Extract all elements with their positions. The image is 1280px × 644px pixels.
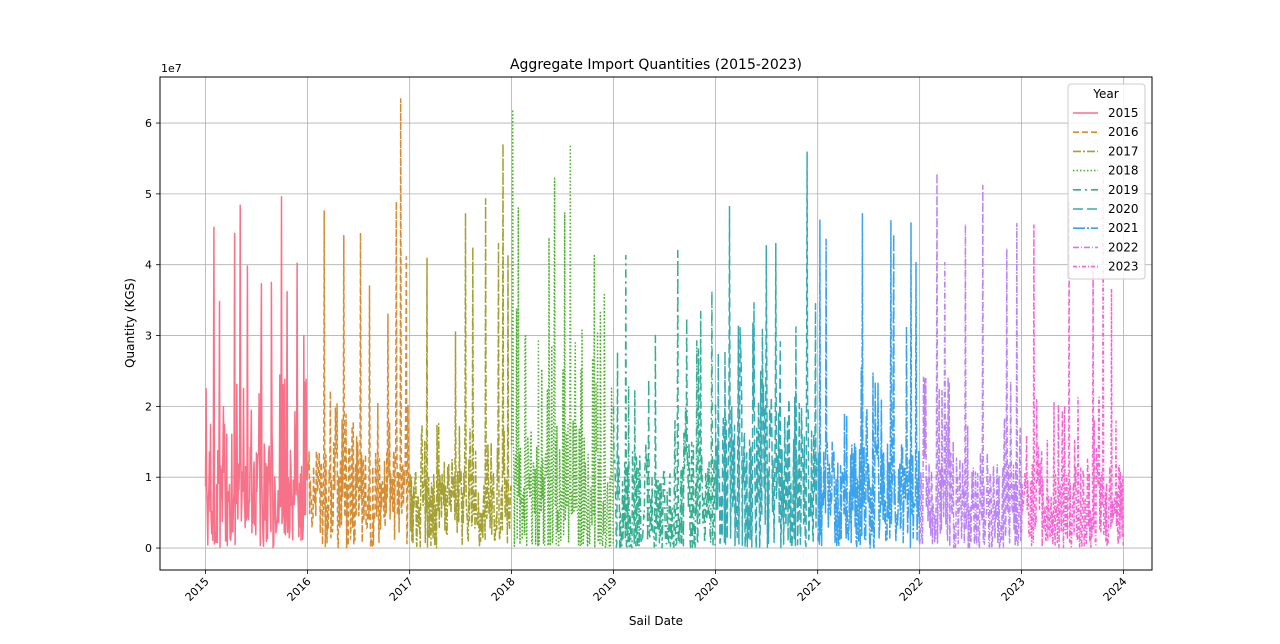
legend-label-2015: 2015 <box>1108 106 1139 120</box>
x-tick-label: 2016 <box>285 575 314 604</box>
y-axis-offset-label: 1e7 <box>161 62 182 75</box>
x-axis-label: Sail Date <box>629 614 683 628</box>
series-line-2021 <box>816 212 921 549</box>
x-tick-label: 2018 <box>489 575 518 604</box>
y-tick-label: 0 <box>145 542 152 555</box>
y-tick-label: 2 <box>145 400 152 413</box>
legend-items: 2015 2016 2017 2018 2019 2020 2021 2022 2023 <box>1073 106 1139 274</box>
legend-label-2019: 2019 <box>1108 183 1139 197</box>
series-line-2015 <box>204 195 308 549</box>
y-tick-label: 4 <box>145 259 152 272</box>
y-tick-label: 6 <box>145 117 152 130</box>
series-line-2016 <box>306 98 410 549</box>
x-axis: 2015 2016 2017 2018 2019 2020 2021 2022 2023 2024 <box>183 570 1130 604</box>
legend-label-2021: 2021 <box>1108 221 1139 235</box>
legend-label-2022: 2022 <box>1108 240 1139 254</box>
x-tick-label: 2022 <box>897 575 926 604</box>
series-line-2018 <box>510 108 615 549</box>
legend-label-2016: 2016 <box>1108 125 1139 139</box>
x-tick-label: 2017 <box>387 575 416 604</box>
y-tick-label: 5 <box>145 188 152 201</box>
x-tick-label: 2015 <box>183 575 212 604</box>
series-line-2020 <box>714 151 818 549</box>
legend-title: Year <box>1092 87 1118 101</box>
series-line-2022 <box>918 172 1023 549</box>
series-line-2017 <box>408 142 513 549</box>
series-line-2023 <box>1020 171 1124 549</box>
y-tick-label: 3 <box>145 330 152 343</box>
x-tick-label: 2020 <box>693 575 722 604</box>
y-tick-label: 1 <box>145 471 152 484</box>
plot-area <box>204 98 1124 549</box>
x-tick-label: 2019 <box>591 575 620 604</box>
legend: Year 2015 2016 2017 2018 2019 2020 2021 2022 202… <box>1067 83 1146 280</box>
x-tick-label: 2021 <box>795 575 824 604</box>
x-tick-label: 2023 <box>999 575 1028 604</box>
plot-frame <box>159 76 1153 571</box>
y-axis: 0 1 2 3 4 5 6 <box>145 117 160 555</box>
y-axis-label: Quantity (KGS) <box>123 278 137 368</box>
x-tick-label: 2024 <box>1101 575 1130 604</box>
legend-label-2018: 2018 <box>1108 164 1139 178</box>
legend-label-2017: 2017 <box>1108 144 1139 158</box>
legend-label-2020: 2020 <box>1108 202 1139 216</box>
chart-title: Aggregate Import Quantities (2015-2023) <box>510 57 802 73</box>
legend-label-2023: 2023 <box>1108 260 1139 274</box>
series-line-2019 <box>612 249 716 549</box>
